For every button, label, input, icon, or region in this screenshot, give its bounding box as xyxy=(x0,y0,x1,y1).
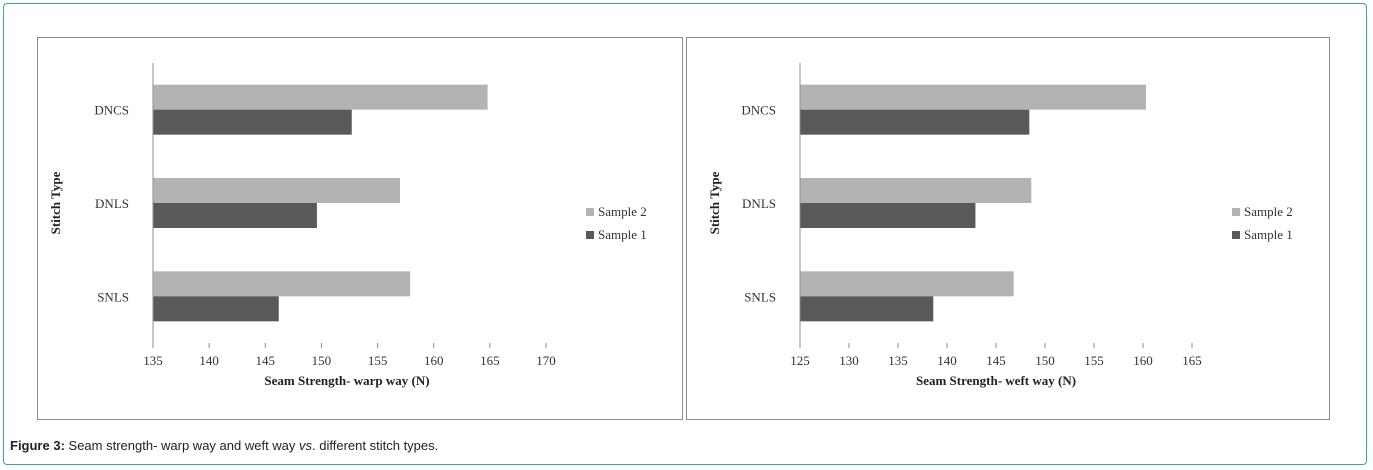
bar-dncs-sample-1 xyxy=(800,109,1030,135)
x-tick-label: 150 xyxy=(312,353,332,368)
category-label: DNCS xyxy=(741,103,776,118)
figure-caption: Figure 3: Seam strength- warp way and we… xyxy=(10,438,438,453)
category-label: SNLS xyxy=(97,289,129,304)
category-label: SNLS xyxy=(744,289,776,304)
bar-dncs-sample-2 xyxy=(153,84,488,110)
x-tick-label: 160 xyxy=(424,353,444,368)
x-tick-label: 125 xyxy=(790,353,810,368)
category-label: DNCS xyxy=(94,103,129,118)
x-tick-label: 155 xyxy=(1084,353,1104,368)
x-tick-label: 145 xyxy=(256,353,275,368)
legend-label: Sample 2 xyxy=(598,204,647,219)
legend-swatch-sample-2 xyxy=(586,208,594,216)
chart-weft-way: DNCS DNLS SNLS 125 130 135 140 145 150 155 160 165 S… xyxy=(686,37,1330,420)
legend-swatch-sample-2 xyxy=(1232,208,1240,216)
x-tick-label: 140 xyxy=(937,353,957,368)
y-axis-title: Stitch Type xyxy=(48,171,63,234)
y-axis-title: Stitch Type xyxy=(707,171,722,234)
x-tick-label: 150 xyxy=(1035,353,1055,368)
x-tick-label: 145 xyxy=(986,353,1006,368)
legend-label: Sample 1 xyxy=(1244,227,1293,242)
x-axis-title: Seam Strength- weft way (N) xyxy=(916,373,1076,388)
caption-text-before: Seam strength- warp way and weft way xyxy=(68,438,296,453)
x-tick-label: 130 xyxy=(839,353,859,368)
chart-warp-way: DNCS DNLS SNLS 135 140 145 150 155 160 165 170 Seam… xyxy=(37,37,683,420)
x-tick-label: 165 xyxy=(1182,353,1202,368)
x-axis-title: Seam Strength- warp way (N) xyxy=(264,373,429,388)
chart-weft-way-svg: DNCS DNLS SNLS 125 130 135 140 145 150 155 160 165 S… xyxy=(707,63,1293,388)
bar-dnls-sample-2 xyxy=(800,178,1032,203)
bar-dnls-sample-1 xyxy=(800,203,976,228)
caption-label: Figure 3: xyxy=(10,438,65,453)
bar-dnls-sample-2 xyxy=(153,178,401,203)
legend-label: Sample 2 xyxy=(1244,204,1293,219)
legend-swatch-sample-1 xyxy=(586,231,594,239)
legend-label: Sample 1 xyxy=(598,227,647,242)
bar-snls-sample-1 xyxy=(800,296,934,322)
bar-snls-sample-1 xyxy=(153,296,279,322)
bar-dncs-sample-1 xyxy=(153,109,352,135)
category-label: DNLS xyxy=(742,196,776,211)
bar-snls-sample-2 xyxy=(800,271,1014,297)
chart-warp-way-svg: DNCS DNLS SNLS 135 140 145 150 155 160 165 170 Seam… xyxy=(48,63,647,388)
x-tick-label: 170 xyxy=(536,353,556,368)
category-label: DNLS xyxy=(95,196,129,211)
x-tick-label: 135 xyxy=(143,353,163,368)
caption-text-after: . different stitch types. xyxy=(312,438,439,453)
bar-dncs-sample-2 xyxy=(800,84,1146,110)
legend-swatch-sample-1 xyxy=(1232,231,1240,239)
x-tick-label: 140 xyxy=(199,353,219,368)
x-tick-label: 160 xyxy=(1133,353,1153,368)
bar-dnls-sample-1 xyxy=(153,203,317,228)
x-tick-label: 135 xyxy=(888,353,908,368)
caption-italic: vs xyxy=(299,438,313,453)
x-tick-label: 155 xyxy=(368,353,388,368)
bar-snls-sample-2 xyxy=(153,271,411,297)
x-tick-label: 165 xyxy=(480,353,500,368)
